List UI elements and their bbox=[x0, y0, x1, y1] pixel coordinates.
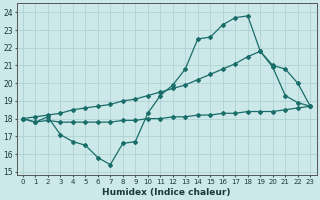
X-axis label: Humidex (Indice chaleur): Humidex (Indice chaleur) bbox=[102, 188, 231, 197]
